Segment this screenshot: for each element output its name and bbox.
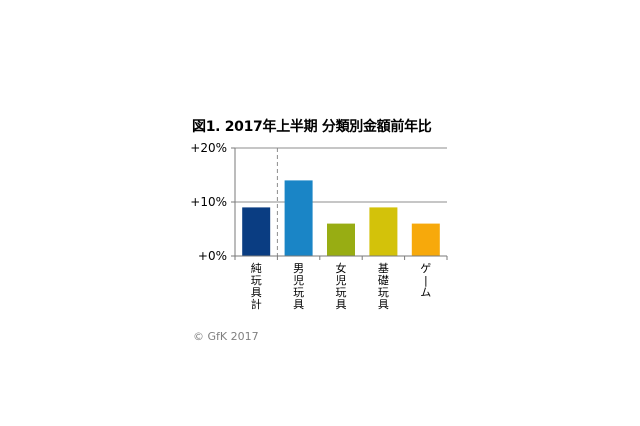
bar: [327, 223, 355, 256]
copyright-text: © GfK 2017: [193, 330, 259, 343]
x-tick-label: 純玩具計: [251, 262, 262, 311]
y-tick-labels: +0% +10% +20%: [190, 141, 227, 263]
bar: [242, 207, 271, 256]
bar: [411, 223, 440, 256]
x-tick-labels: 純玩具計 男児玩具 女児玩具 基礎玩具 ゲ|ム: [251, 261, 432, 311]
chart-title: 図1. 2017年上半期 分類別金額前年比: [192, 119, 432, 135]
bar: [369, 207, 398, 256]
x-tick-label: ゲ|ム: [420, 262, 431, 299]
bar: [284, 180, 313, 256]
x-tick-label: 男児玩具: [293, 262, 304, 311]
axes: [231, 147, 448, 260]
gridlines: [235, 147, 447, 203]
x-tick-label: 女児玩具: [336, 261, 347, 311]
x-tick-label: 基礎玩具: [378, 262, 389, 311]
y-tick-label: +20%: [190, 141, 227, 155]
y-tick-label: +10%: [190, 195, 227, 209]
bars: [242, 180, 440, 256]
y-tick-label: +0%: [198, 249, 227, 263]
